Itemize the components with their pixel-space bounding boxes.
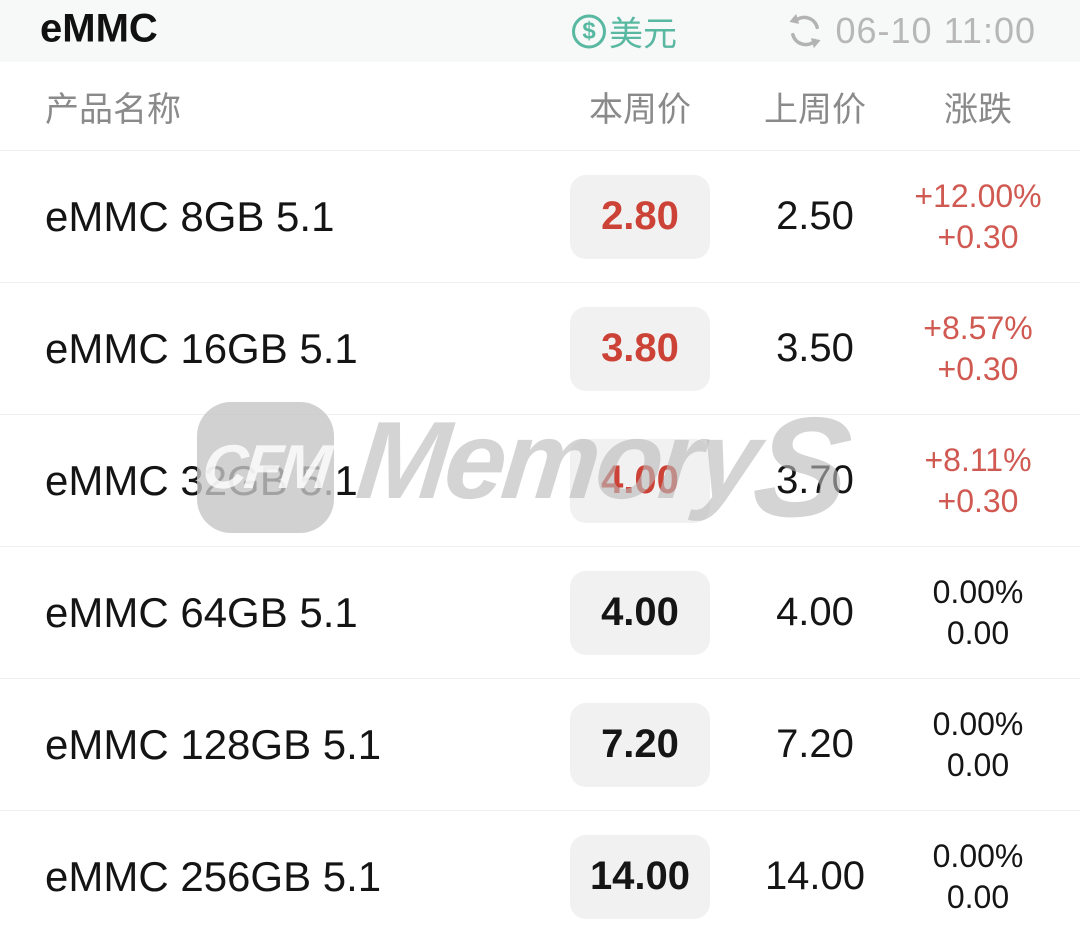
this-week-price-cell: 3.80 (570, 306, 710, 391)
currency-label: 美元 (609, 15, 677, 54)
table-row: eMMC 16GB 5.1 3.80 3.50 +8.57% +0.30 (0, 282, 1080, 414)
change-percent: +12.00% (914, 177, 1042, 214)
price-change: 0.00% 0.00 (933, 836, 1038, 918)
last-week-price: 3.50 (776, 326, 854, 370)
change-absolute: +0.30 (937, 218, 1019, 255)
refresh-icon[interactable] (786, 12, 824, 50)
last-week-price: 2.50 (776, 194, 854, 238)
last-week-price: 7.20 (776, 722, 854, 766)
price-change: +8.11% +0.30 (924, 440, 1045, 522)
last-week-price: 4.00 (776, 590, 854, 634)
this-week-price: 2.80 (570, 174, 710, 259)
this-week-price-cell: 4.00 (570, 570, 710, 655)
table-row: eMMC 64GB 5.1 4.00 4.00 0.00% 0.00 (0, 546, 1080, 678)
change-percent: 0.00% (932, 573, 1024, 610)
product-name: eMMC 8GB 5.1 (45, 192, 335, 240)
last-updated-timestamp: 06-10 11:00 (835, 10, 1036, 51)
column-header-this-week: 本周价 (589, 90, 691, 129)
this-week-price-cell: 14.00 (570, 834, 710, 919)
this-week-price-cell: 2.80 (570, 174, 710, 259)
this-week-price-cell: 7.20 (570, 702, 710, 787)
column-header-product: 产品名称 (45, 90, 181, 129)
refresh-area: 06-10 11:00 (786, 10, 1037, 52)
product-name: eMMC 64GB 5.1 (45, 588, 358, 636)
column-header-last-week: 上周价 (764, 90, 866, 129)
change-absolute: 0.00 (946, 746, 1010, 783)
price-change: 0.00% 0.00 (933, 572, 1038, 654)
product-name: eMMC 16GB 5.1 (45, 324, 358, 372)
change-percent: +8.11% (924, 441, 1032, 478)
change-absolute: +0.30 (937, 482, 1019, 519)
dollar-icon: $ (572, 14, 606, 48)
last-week-price: 3.70 (776, 458, 854, 502)
change-percent: 0.00% (932, 837, 1024, 874)
table-row: eMMC 128GB 5.1 7.20 7.20 0.00% 0.00 (0, 678, 1080, 810)
page-title: eMMC (40, 6, 158, 51)
change-absolute: +0.30 (937, 350, 1019, 387)
column-header-change: 涨跌 (944, 90, 1012, 129)
price-change: 0.00% 0.00 (933, 704, 1038, 786)
currency-selector[interactable]: $ 美元 (572, 7, 677, 56)
price-table: 产品名称 本周价 上周价 涨跌 eMMC 8GB 5.1 2.80 2.50 +… (0, 62, 1080, 936)
table-row: eMMC 8GB 5.1 2.80 2.50 +12.00% +0.30 (0, 150, 1080, 282)
table-row: eMMC 256GB 5.1 14.00 14.00 0.00% 0.00 (0, 810, 1080, 936)
this-week-price: 3.80 (570, 306, 710, 391)
this-week-price: 4.00 (570, 438, 710, 523)
table-header-row: 产品名称 本周价 上周价 涨跌 (0, 62, 1080, 150)
this-week-price: 14.00 (570, 834, 710, 919)
top-bar: eMMC $ 美元 06-10 11:00 (0, 0, 1080, 62)
this-week-price: 4.00 (570, 570, 710, 655)
table-row: eMMC 32GB 5.1 4.00 3.70 +8.11% +0.30 (0, 414, 1080, 546)
product-name: eMMC 256GB 5.1 (45, 852, 382, 900)
price-change: +12.00% +0.30 (914, 176, 1055, 258)
last-week-price: 14.00 (764, 854, 866, 898)
table-body: eMMC 8GB 5.1 2.80 2.50 +12.00% +0.30 eMM… (0, 150, 1080, 936)
change-absolute: 0.00 (946, 878, 1010, 915)
this-week-price: 7.20 (570, 702, 710, 787)
change-absolute: 0.00 (946, 614, 1010, 651)
change-percent: 0.00% (932, 705, 1024, 742)
product-name: eMMC 128GB 5.1 (45, 720, 382, 768)
this-week-price-cell: 4.00 (570, 438, 710, 523)
product-name: eMMC 32GB 5.1 (45, 456, 358, 504)
change-percent: +8.57% (923, 309, 1033, 346)
price-change: +8.57% +0.30 (923, 308, 1046, 390)
